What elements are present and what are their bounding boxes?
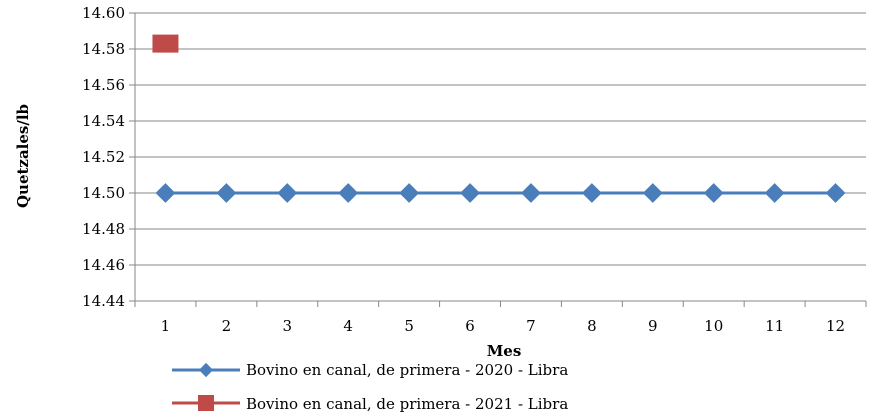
x-tick-label-7: 8	[587, 317, 597, 335]
series-0-point-9	[703, 183, 724, 203]
y-tick-label-5: 14.54	[82, 112, 125, 130]
axes	[134, 13, 867, 307]
series-0-point-0	[155, 183, 176, 203]
x-tick-label-2: 3	[283, 317, 293, 335]
legend-label-2020: Bovino en canal, de primera - 2020 - Lib…	[246, 361, 568, 379]
x-tick-label-5: 6	[465, 317, 475, 335]
series-1	[152, 34, 179, 53]
legend-marker-2020	[198, 362, 214, 378]
legend: Bovino en canal, de primera - 2020 - Lib…	[172, 361, 568, 413]
gridlines	[129, 12, 866, 302]
y-tick-label-7: 14.58	[82, 40, 125, 58]
series-1-point-0	[152, 34, 179, 53]
series-0-point-1	[216, 183, 237, 203]
y-tick-label-3: 14.50	[82, 184, 125, 202]
x-tick-labels: 1 2 3 4 5 6 7 8 9 10 11 12	[161, 317, 845, 335]
x-tick-label-9: 10	[704, 317, 723, 335]
x-axis-title: Mes	[487, 342, 522, 360]
x-tick-label-8: 9	[648, 317, 658, 335]
series-0-point-7	[581, 183, 602, 203]
x-tick-label-3: 4	[343, 317, 353, 335]
legend-item-2021[interactable]: Bovino en canal, de primera - 2021 - Lib…	[172, 395, 568, 413]
y-tick-label-2: 14.48	[82, 220, 125, 238]
y-tick-label-4: 14.52	[82, 148, 125, 166]
series-0-point-4	[399, 183, 420, 203]
y-axis-title: Quetzales/lb	[14, 104, 32, 208]
series-0-point-6	[521, 183, 541, 203]
y-tick-labels: 14.44 14.46 14.48 14.50 14.52 14.54 14.56 14.58…	[82, 4, 125, 310]
series-0-point-8	[642, 183, 663, 203]
y-tick-label-1: 14.46	[82, 256, 125, 274]
series-0-point-11	[825, 183, 846, 203]
series-layer	[152, 34, 846, 203]
x-tick-label-11: 12	[826, 317, 845, 335]
y-tick-label-6: 14.56	[82, 76, 125, 94]
legend-label-2021: Bovino en canal, de primera - 2021 - Lib…	[246, 395, 568, 413]
series-0-point-2	[277, 183, 298, 203]
series-0-point-3	[338, 183, 359, 203]
legend-marker-2021	[198, 395, 214, 411]
series-0	[155, 183, 846, 203]
series-0-point-5	[460, 183, 480, 203]
series-0-point-10	[764, 183, 785, 203]
y-tick-label-0: 14.44	[82, 292, 125, 310]
legend-item-2020[interactable]: Bovino en canal, de primera - 2020 - Lib…	[172, 361, 568, 379]
x-tick-label-0: 1	[161, 317, 171, 335]
x-tick-label-1: 2	[222, 317, 232, 335]
x-tick-label-6: 7	[526, 317, 536, 335]
x-tick-label-10: 11	[765, 317, 784, 335]
x-tick-label-4: 5	[404, 317, 414, 335]
y-tick-label-8: 14.60	[82, 4, 125, 22]
